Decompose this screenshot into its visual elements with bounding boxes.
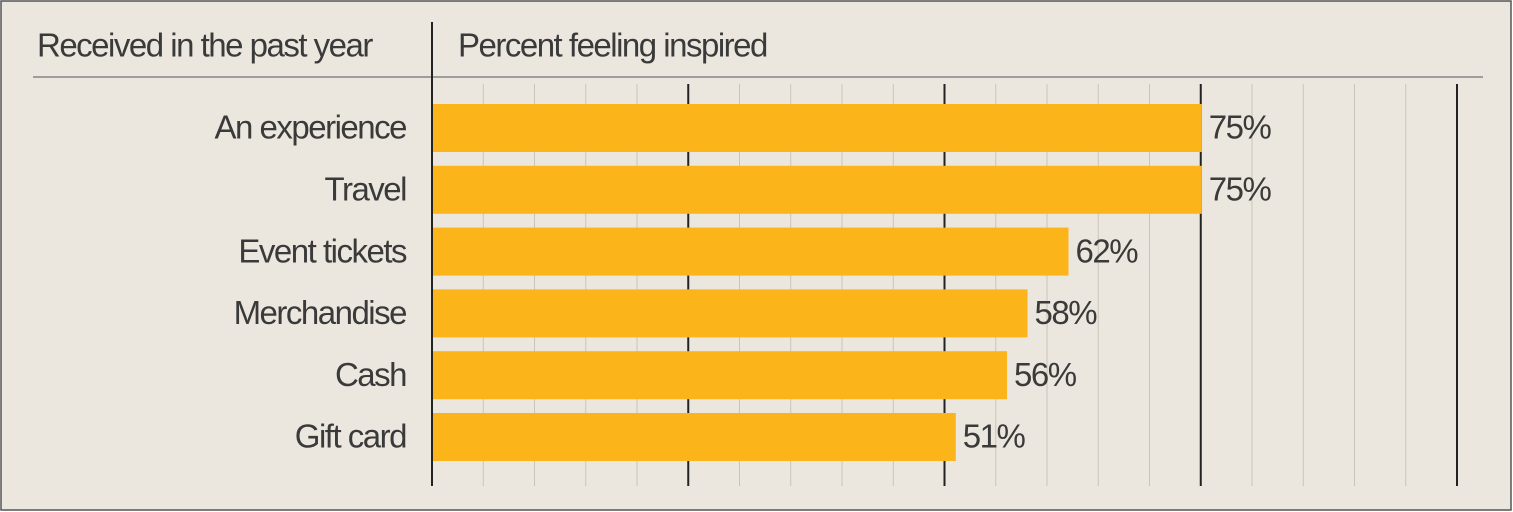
category-label: Gift card: [295, 418, 406, 455]
value-label: 75%: [1209, 109, 1272, 146]
bar: [433, 289, 1028, 338]
bar: [433, 227, 1069, 276]
value-label: 75%: [1209, 171, 1272, 208]
value-label: 62%: [1076, 232, 1139, 269]
value-axis-title: Percent feeling inspired: [458, 27, 767, 64]
value-label: 51%: [963, 418, 1026, 455]
bar: [433, 104, 1202, 152]
value-label: 56%: [1014, 356, 1077, 393]
category-label: Merchandise: [234, 294, 407, 331]
category-label: Cash: [335, 356, 406, 393]
category-label: Event tickets: [238, 232, 407, 269]
category-axis-title: Received in the past year: [37, 27, 373, 64]
value-label: 58%: [1035, 294, 1098, 331]
bar: [433, 165, 1202, 214]
bar: [433, 413, 956, 461]
bar: [433, 351, 1007, 400]
category-label: Travel: [325, 171, 407, 208]
category-label: An experience: [215, 109, 407, 146]
